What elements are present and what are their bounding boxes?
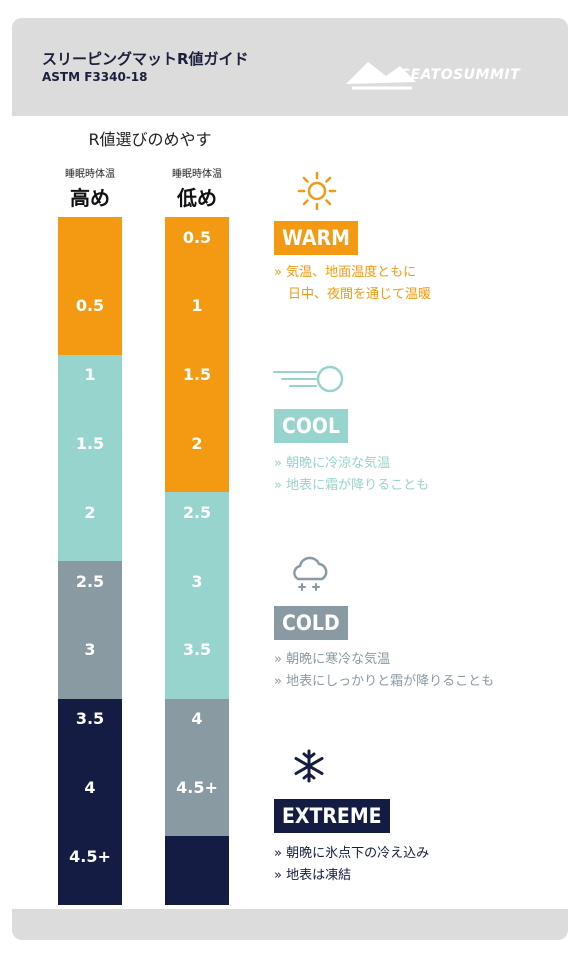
zone-segment-extreme	[165, 836, 229, 905]
page-subtitle: ASTM F3340-18	[42, 70, 148, 84]
r-value-tick-label: 1	[191, 296, 203, 316]
column-header-small: 睡眠時体温	[65, 169, 115, 180]
zone-description-line: » 朝晩に寒冷な気温	[274, 652, 391, 667]
column-header-high: 睡眠時体温 高め	[55, 165, 125, 211]
r-value-tick-label: 3.5	[182, 640, 212, 660]
r-value-tick-label: 1.5	[75, 434, 105, 454]
zone-segment-cold	[165, 698, 229, 837]
r-value-tick-label: 1	[84, 365, 96, 385]
zone-badge-cold: COLD	[274, 606, 348, 640]
brand-logo-text: SEATOSUMMIT	[400, 67, 521, 83]
column-header-low: 睡眠時体温 低め	[162, 165, 232, 211]
zone-segment-warm	[58, 217, 122, 355]
zone-description-line: » 朝晩に氷点下の冷え込み	[274, 846, 430, 861]
zone-description-line: » 地表に霜が降りることも	[274, 478, 430, 493]
r-value-tick-label: 2.5	[182, 502, 212, 522]
brand-logo	[346, 62, 416, 90]
zone-badge-warm: WARM	[274, 221, 358, 255]
mountain-icon	[346, 62, 416, 84]
zone-segment-warm	[165, 217, 229, 493]
cloud-snow-icon	[293, 556, 328, 591]
sun-icon	[297, 171, 337, 211]
page-title: スリーピングマットR値ガイド	[42, 50, 249, 68]
column-header-big: 高め	[70, 186, 110, 210]
zone-segment-cold	[58, 561, 122, 699]
zone-description-extreme: » 朝晩に氷点下の冷え込み » 地表は凍結	[274, 843, 429, 887]
zone-description-cold: » 朝晩に寒冷な気温 » 地表にしっかりと霜が降りることも	[274, 649, 494, 693]
r-value-tick-label: 3.5	[75, 709, 105, 729]
zone-description-line: » 気温、地面温度ともに	[274, 265, 417, 280]
r-value-tick-label: 3	[191, 571, 203, 591]
zone-description-warm: » 気温、地面温度ともに 日中、夜間を通じて温暖	[274, 262, 431, 306]
zone-description-line: » 地表にしっかりと霜が降りることも	[274, 674, 495, 689]
r-value-bar-low: 0.5 1 1.5 2 2.5 3 3.5 4 4.5+	[165, 217, 229, 905]
r-value-tick-label: 2.5	[75, 571, 105, 591]
r-value-tick-label: 2	[191, 434, 203, 454]
zone-segment-cool	[58, 354, 122, 561]
r-value-tick-label: 3	[84, 640, 96, 660]
zone-badge-cool: COOL	[274, 409, 349, 443]
zone-description-cool: » 朝晩に冷涼な気温 » 地表に霜が降りることも	[274, 453, 429, 497]
zone-description-line: » 朝晩に冷涼な気温	[274, 456, 391, 471]
r-value-bar-high: 0.5 1 1.5 2 2.5 3 3.5 4 4.5+	[58, 217, 122, 905]
zone-segment-extreme	[58, 698, 122, 905]
r-value-tick-label: 0.5	[182, 227, 212, 247]
wind-icon	[273, 365, 344, 393]
zone-description-line: 日中、夜間を通じて温暖	[288, 287, 432, 302]
column-header-big: 低め	[177, 186, 217, 210]
column-header-small: 睡眠時体温	[172, 169, 222, 180]
zone-badge-extreme: EXTREME	[274, 799, 390, 833]
guide-label: R値選びのめやす	[88, 130, 212, 149]
r-value-tick-label: 2	[84, 502, 96, 522]
snowflake-icon	[294, 749, 324, 783]
r-value-tick-label: 4	[191, 709, 203, 729]
r-value-tick-label: 4.5+	[176, 778, 218, 798]
r-value-tick-label: 1.5	[182, 365, 212, 385]
zone-description-line: » 地表は凍結	[274, 868, 352, 883]
r-value-tick-label: 4.5+	[69, 846, 111, 866]
r-value-tick-label: 4	[84, 778, 96, 798]
r-value-tick-label: 0.5	[75, 296, 105, 316]
zone-segment-cool	[165, 492, 229, 699]
